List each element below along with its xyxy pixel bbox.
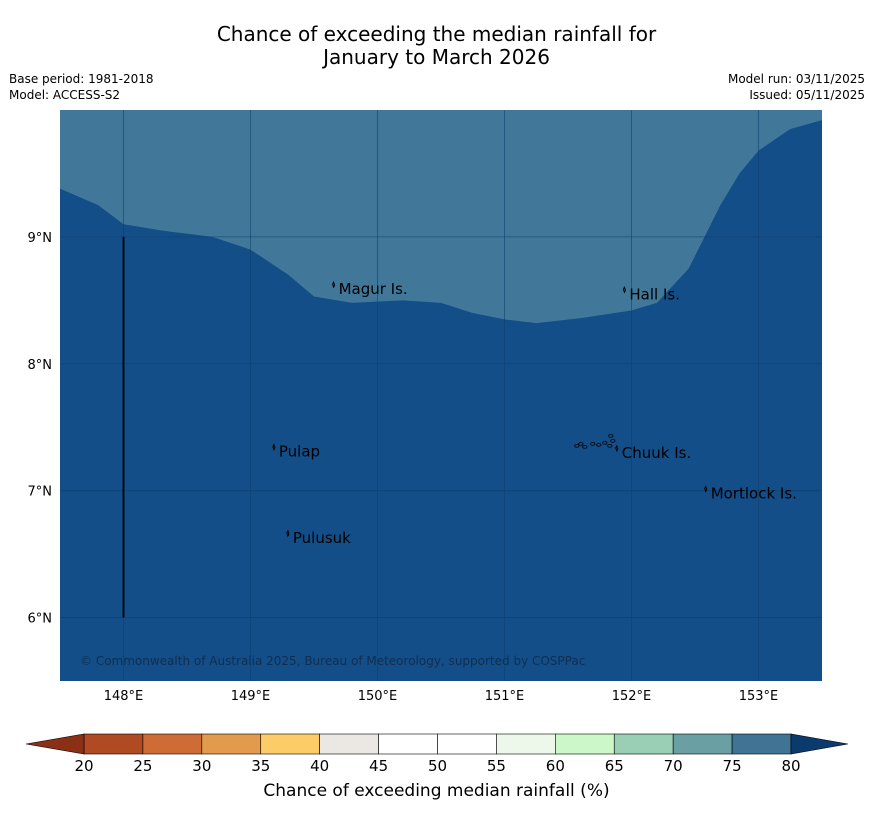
colorbar-under-arrow — [25, 733, 85, 755]
island-label: Hall Is. — [629, 285, 680, 303]
colorbar-bin — [496, 733, 556, 755]
island-outline — [272, 443, 276, 451]
colorbar-bin — [201, 733, 262, 755]
colorbar-tick-label: 45 — [369, 757, 388, 775]
colorbar-bin — [378, 733, 438, 755]
island-pulap: Pulap — [272, 443, 320, 461]
island-mortlock-is: Mortlock Is. — [704, 484, 797, 502]
colorbar-bin — [142, 733, 203, 755]
island-outline — [332, 280, 336, 289]
islet — [574, 444, 580, 448]
colorbar-tick-label: 40 — [310, 757, 329, 775]
chuuk-lagoon-islets — [574, 434, 616, 449]
island-outline — [286, 529, 290, 538]
model-name: Model: ACCESS-S2 — [9, 88, 121, 102]
colorbar-tick-label: 35 — [251, 757, 270, 775]
islet — [578, 442, 584, 446]
island-hall-is: Hall Is. — [622, 285, 680, 303]
colorbar-bin — [672, 733, 733, 755]
lon-tick-label: 149°E — [231, 689, 271, 704]
colorbar-tick-label: 65 — [605, 757, 624, 775]
lat-tick-label: 7°N — [28, 485, 53, 500]
lon-tick-label: 151°E — [485, 689, 525, 704]
islet — [602, 441, 608, 445]
island-label: Pulusuk — [293, 529, 351, 547]
islet — [582, 445, 588, 449]
colorbar-bin — [555, 733, 615, 755]
copyright-text: © Commonwealth of Australia 2025, Bureau… — [80, 654, 585, 668]
colorbar-bin — [83, 733, 144, 755]
colorbar-tick-label: 55 — [487, 757, 506, 775]
island-pulusuk: Pulusuk — [286, 529, 351, 547]
lat-tick-label: 8°N — [28, 358, 53, 373]
meta-right: Model run: 03/11/2025 Issued: 05/11/2025 — [728, 71, 865, 103]
islet — [607, 444, 613, 448]
island-outline — [704, 485, 708, 493]
colorbar-bin — [437, 733, 497, 755]
island-outline — [622, 285, 626, 294]
island-label: Pulap — [279, 443, 320, 461]
lon-tick-label: 152°E — [612, 689, 652, 704]
island-label: Mortlock Is. — [711, 484, 797, 502]
lon-tick-label: 150°E — [358, 689, 398, 704]
colorbar-tick-label: 80 — [781, 757, 800, 775]
colorbar-tick-label: 75 — [723, 757, 742, 775]
island-outline — [615, 444, 619, 453]
lat-tick-label: 6°N — [28, 612, 53, 627]
islet — [590, 442, 596, 446]
colorbar-tick-label: 30 — [192, 757, 211, 775]
colorbar-bin — [613, 733, 674, 755]
island-label: Chuuk Is. — [622, 444, 691, 462]
islet — [596, 443, 602, 447]
colorbar-bin — [260, 733, 320, 755]
issued-date: Issued: 05/11/2025 — [749, 88, 865, 102]
islet — [610, 439, 616, 443]
colorbar-bin — [319, 733, 379, 755]
model-run: Model run: 03/11/2025 — [727, 72, 865, 86]
colorbar-tick-label: 60 — [546, 757, 565, 775]
colorbar-tick-label: 50 — [428, 757, 447, 775]
colorbar-tick-label: 20 — [74, 757, 93, 775]
island-label: Magur Is. — [339, 280, 408, 298]
islet — [608, 434, 614, 438]
colorbar-tick-label: 70 — [664, 757, 683, 775]
meta-left: Base period: 1981-2018 Model: ACCESS-S2 — [9, 71, 154, 103]
colorbar-over-arrow — [790, 733, 849, 755]
chart-title-line2: January to March 2026 — [323, 45, 550, 69]
base-period: Base period: 1981-2018 — [9, 72, 154, 86]
lon-tick-label: 148°E — [104, 689, 144, 704]
lon-tick-label: 153°E — [739, 689, 779, 704]
island-magur-is: Magur Is. — [332, 280, 408, 298]
colorbar-label: Chance of exceeding median rainfall (%) — [263, 781, 610, 801]
island-chuuk-is: Chuuk Is. — [615, 444, 691, 462]
chart-title-line1: Chance of exceeding the median rainfall … — [216, 22, 657, 46]
colorbar-bin — [731, 733, 792, 755]
colorbar-tick-label: 25 — [133, 757, 152, 775]
lat-tick-label: 9°N — [28, 231, 53, 246]
